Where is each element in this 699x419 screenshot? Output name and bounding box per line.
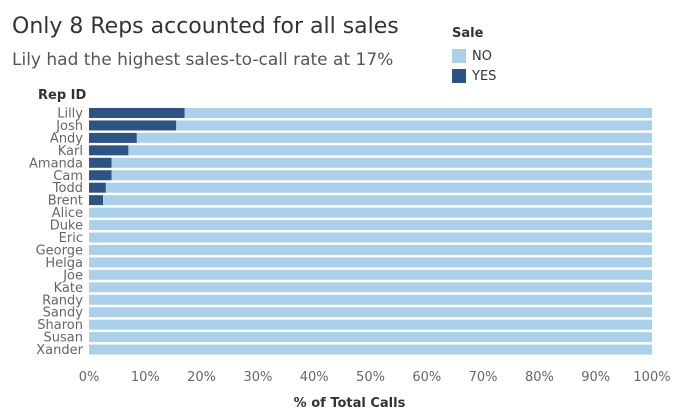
legend-swatch-yes (452, 69, 466, 83)
y-tick-label-cam: Cam (53, 169, 83, 184)
y-tick-label-lilly: Lilly (57, 107, 83, 122)
bar-no-sharon (89, 319, 652, 330)
y-tick-label-todd: Todd (52, 181, 83, 196)
bar-no-amanda (111, 157, 652, 168)
y-tick-label-brent: Brent (48, 194, 83, 209)
y-tick-label-duke: Duke (50, 219, 83, 234)
bar-no-george (89, 244, 652, 255)
y-tick-label-xander: Xander (36, 343, 83, 358)
x-tick-label: 20% (187, 370, 216, 385)
y-axis-title: Rep ID (38, 88, 87, 103)
x-tick-label: 30% (243, 370, 272, 385)
bar-no-alice (89, 207, 652, 218)
y-tick-label-sharon: Sharon (37, 318, 83, 333)
y-tick-label-susan: Susan (44, 331, 83, 346)
bar-no-lilly (184, 108, 652, 118)
bar-yes-amanda (89, 157, 112, 168)
bar-no-eric (89, 232, 652, 243)
bar-yes-brent (89, 195, 104, 206)
bar-yes-karl (89, 145, 129, 156)
y-tick-label-joe: Joe (62, 268, 83, 283)
y-tick-label-helga: Helga (45, 256, 83, 271)
bar-no-sandy (89, 307, 652, 318)
bar-yes-lilly (89, 108, 185, 118)
y-tick-label-josh: Josh (55, 119, 83, 134)
legend-title: Sale (452, 26, 484, 41)
legend-item-no[interactable]: NO (452, 48, 492, 64)
x-axis-title: % of Total Calls (293, 396, 406, 411)
bar-yes-todd (89, 182, 106, 193)
y-tick-label-karl: Karl (58, 144, 83, 159)
bar-no-karl (128, 145, 652, 156)
y-tick-label-alice: Alice (52, 206, 83, 221)
bar-yes-andy (89, 132, 137, 143)
bar-no-helga (89, 257, 652, 268)
legend-label-yes: YES (472, 68, 497, 84)
x-tick-label: 70% (469, 370, 498, 385)
legend-swatch-no (452, 49, 466, 63)
x-tick-label: 90% (581, 370, 610, 385)
y-tick-label-george: George (36, 243, 83, 258)
bar-yes-cam (89, 170, 112, 181)
chart-subtitle: Lily had the highest sales-to-call rate … (12, 50, 394, 70)
bar-no-brent (103, 195, 652, 206)
x-tick-label: 80% (525, 370, 554, 385)
x-tick-label: 100% (633, 370, 670, 385)
y-tick-label-andy: Andy (50, 131, 83, 146)
bar-no-joe (89, 269, 652, 280)
bar-no-kate (89, 282, 652, 293)
legend-item-yes[interactable]: YES (452, 68, 496, 84)
bar-no-xander (89, 344, 652, 355)
x-tick-label: 40% (300, 370, 329, 385)
bar-no-susan (89, 332, 652, 343)
x-tick-label: 50% (356, 370, 385, 385)
bar-no-todd (105, 182, 652, 193)
x-tick-label: 0% (79, 370, 100, 385)
x-tick-label: 60% (412, 370, 441, 385)
x-tick-label: 10% (131, 370, 160, 385)
bar-no-randy (89, 294, 652, 305)
y-tick-label-eric: Eric (59, 231, 83, 246)
y-tick-label-randy: Randy (42, 293, 83, 308)
chart-title: Only 8 Reps accounted for all sales (12, 14, 399, 39)
bar-no-josh (176, 120, 652, 131)
bar-no-cam (111, 170, 652, 181)
y-tick-label-sandy: Sandy (43, 306, 84, 321)
y-tick-label-kate: Kate (54, 281, 83, 296)
legend-label-no: NO (472, 48, 492, 64)
bar-yes-josh (89, 120, 177, 131)
bar-no-andy (136, 132, 653, 143)
y-tick-label-amanda: Amanda (29, 156, 83, 171)
bar-no-duke (89, 220, 652, 231)
